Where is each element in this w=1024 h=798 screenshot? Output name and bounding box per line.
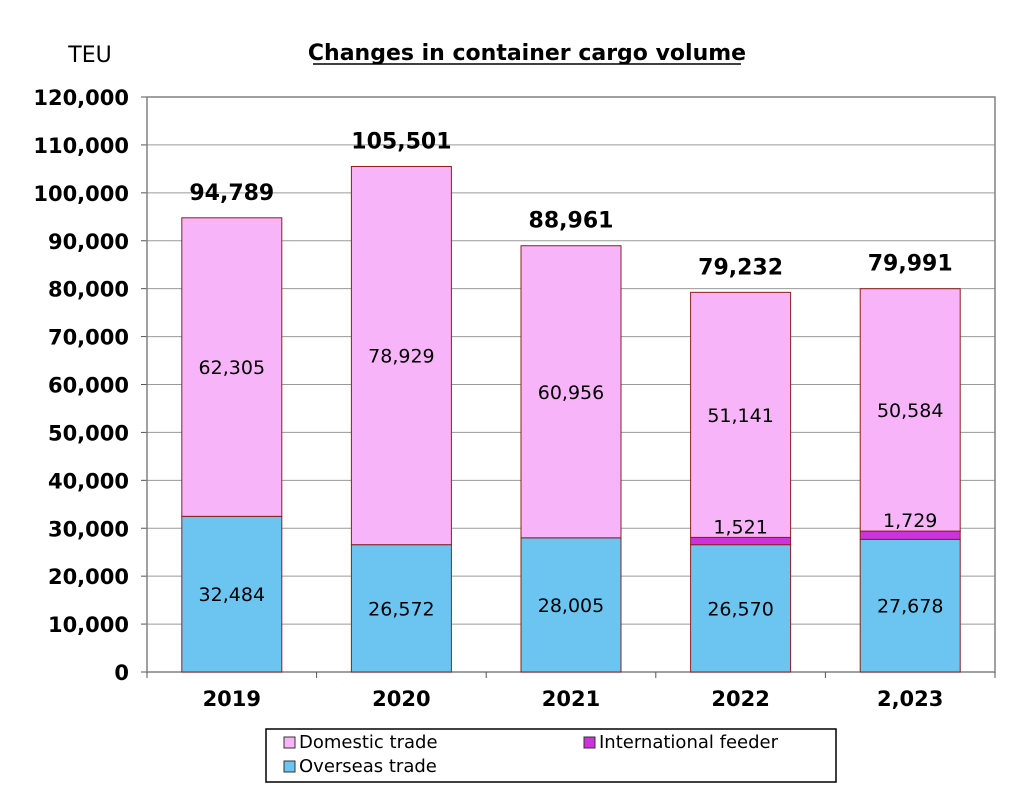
bar-segment-overseas-trade [520, 537, 622, 673]
x-tick-label: 2022 [711, 687, 769, 711]
y-tick-label: 0 [114, 661, 129, 685]
y-tick-label: 100,000 [33, 182, 129, 206]
y-tick-label: 80,000 [48, 278, 129, 302]
x-tick-label: 2,023 [877, 687, 943, 711]
x-tick-label: 2020 [372, 687, 430, 711]
y-tick-label: 120,000 [33, 86, 129, 110]
total-label: 79,991 [868, 252, 953, 277]
bar-segment-domestic-trade [859, 288, 961, 532]
bar-segment-domestic-trade [520, 245, 622, 539]
data-label: 60,956 [538, 382, 604, 404]
y-tick-label: 70,000 [48, 326, 129, 350]
data-label: 26,572 [368, 598, 434, 620]
y-tick-label: 110,000 [33, 134, 129, 158]
y-axis-unit-label: TEU [67, 43, 111, 68]
bar-segment-domestic-trade [350, 165, 452, 546]
bar-segment-overseas-trade [859, 538, 961, 673]
data-label: 50,584 [877, 400, 943, 422]
legend-label: Overseas trade [299, 756, 437, 777]
total-label: 79,232 [698, 255, 783, 280]
total-label: 94,789 [189, 181, 274, 206]
data-label: 1,521 [713, 516, 767, 538]
x-tick-label: 2021 [542, 687, 600, 711]
data-label: 51,141 [707, 405, 773, 427]
data-label: 78,929 [368, 346, 434, 368]
y-tick-label: 10,000 [48, 613, 129, 637]
data-label: 1,729 [883, 510, 937, 532]
y-tick-label: 90,000 [48, 230, 129, 254]
legend-swatch [283, 760, 296, 773]
total-label: 88,961 [529, 209, 614, 234]
x-tick-label: 2019 [203, 687, 261, 711]
y-tick-label: 40,000 [48, 469, 129, 493]
legend: Domestic trade International feeder Overse… [265, 728, 837, 783]
y-tick-label: 50,000 [48, 421, 129, 445]
bar-segment-overseas-trade [690, 544, 792, 673]
bar-segment-domestic-trade [181, 217, 283, 517]
bar-segment-overseas-trade [350, 544, 452, 673]
data-label: 32,484 [199, 584, 265, 606]
data-label: 28,005 [538, 595, 604, 617]
bar-segment-domestic-trade [690, 291, 792, 538]
data-label: 27,678 [877, 596, 943, 618]
y-tick-label: 60,000 [48, 374, 129, 398]
y-tick-label: 30,000 [48, 517, 129, 541]
total-label: 105,501 [351, 129, 451, 154]
data-label: 62,305 [199, 357, 265, 379]
legend-swatch [283, 736, 296, 749]
legend-box [265, 728, 837, 783]
bar-segment-international-feeder [690, 536, 792, 546]
legend-label: International feeder [599, 732, 779, 753]
bar-segment-overseas-trade [181, 515, 283, 673]
legend-label: Domestic trade [299, 732, 438, 753]
chart-title: Changes in container cargo volume [308, 41, 746, 66]
y-tick-label: 20,000 [48, 565, 129, 589]
bar-segment-international-feeder [859, 530, 961, 540]
data-label: 26,570 [707, 598, 773, 620]
legend-swatch [583, 736, 596, 749]
plot-area: 0 10,000 20,000 30,000 40,000 50,000 60,000 70,… [33, 86, 996, 711]
